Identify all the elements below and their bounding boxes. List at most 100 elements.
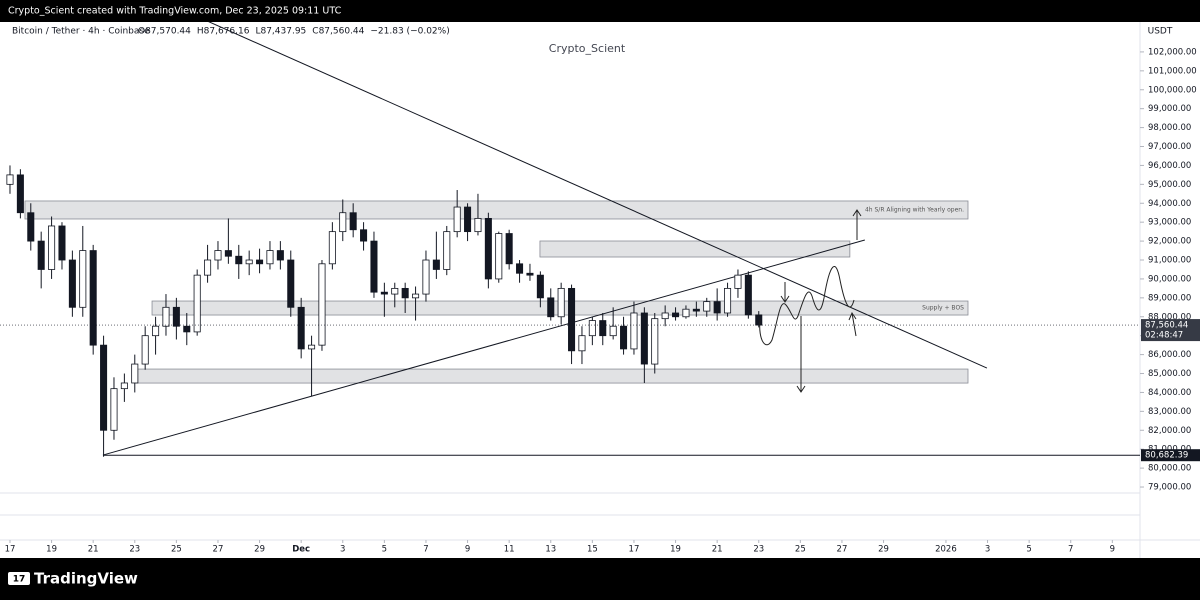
symbol: Bitcoin / Tether · 4h · Coinbase	[12, 27, 150, 37]
arrow-small	[780, 282, 790, 303]
x-tick-label: 3	[340, 545, 345, 555]
zone-label: 4h S/R Aligning with Yearly open.	[865, 206, 964, 213]
x-tick-label: 25	[171, 545, 182, 555]
candle-body	[692, 308, 700, 312]
candle-body	[79, 250, 87, 308]
countdown: 02:48:47	[1145, 331, 1183, 341]
y-tick-label: 99,000.00	[1148, 104, 1191, 114]
y-tick-label: 84,000.00	[1148, 388, 1191, 398]
candle-body	[453, 206, 461, 233]
level-tag	[1141, 449, 1200, 462]
x-tick-label: 9	[465, 545, 470, 555]
zone	[24, 200, 969, 220]
candle-body	[287, 259, 295, 308]
last-price-tag	[1141, 319, 1200, 342]
y-tick-label: 93,000.00	[1148, 218, 1191, 228]
candle-body	[588, 320, 596, 337]
candle-body	[557, 287, 565, 318]
candle-body	[360, 229, 368, 242]
candle-body	[755, 314, 763, 326]
y-tick-label: 98,000.00	[1148, 123, 1191, 133]
candle-body	[370, 240, 378, 293]
zone-label: Supply + BOS	[922, 305, 964, 312]
ohlc-value: H87,676.16	[197, 27, 250, 37]
candle-body	[328, 231, 336, 265]
x-tick-label: 15	[587, 545, 598, 555]
candle-body	[536, 274, 544, 299]
candle-body	[245, 259, 253, 265]
y-tick-label: 100,000.00	[1148, 85, 1197, 95]
footer-brand: TradingView	[34, 570, 138, 588]
arrow-small	[848, 311, 857, 337]
x-tick-label: 7	[1068, 545, 1073, 555]
candle-body	[432, 259, 440, 270]
candle-body	[89, 250, 97, 346]
x-tick-label: 7	[423, 545, 428, 555]
candle-body	[713, 301, 721, 314]
candle-body	[401, 287, 409, 299]
candle-body	[422, 259, 430, 295]
y-tick-label: 91,000.00	[1148, 256, 1191, 266]
y-tick-label: 101,000.00	[1148, 66, 1197, 76]
candle-body	[744, 274, 752, 316]
currency: USDT	[1148, 27, 1173, 37]
candle-body	[391, 287, 399, 295]
candle-body	[214, 250, 222, 261]
y-tick-label: 80,000.00	[1148, 464, 1191, 474]
candle-body	[172, 306, 180, 327]
candle-body	[162, 306, 170, 327]
candle-body	[651, 318, 659, 365]
candle-body	[495, 233, 503, 280]
candle-body	[609, 325, 617, 337]
y-tick-label: 82,000.00	[1148, 426, 1191, 436]
candle-body	[672, 312, 680, 318]
trendline	[102, 239, 865, 456]
candle-body	[620, 325, 628, 350]
candle-body	[682, 308, 690, 318]
last-price-label: 87,560.44	[1145, 321, 1188, 331]
candle-body	[505, 233, 513, 265]
candle-body	[703, 301, 711, 312]
footer	[0, 558, 1200, 600]
candle-body	[464, 206, 472, 233]
candle-body	[630, 312, 638, 350]
y-tick-label: 85,000.00	[1148, 369, 1191, 379]
footer-logo-box	[8, 572, 30, 585]
y-tick-label: 96,000.00	[1148, 161, 1191, 171]
candle-body	[110, 388, 118, 431]
top-bar	[0, 0, 1200, 22]
candle-body	[474, 217, 482, 233]
candle-body	[100, 344, 108, 431]
x-tick-label: 5	[1026, 545, 1031, 555]
candle-body	[724, 287, 732, 314]
x-tick-label: 3	[985, 545, 990, 555]
credit: Crypto_Scient created with TradingView.c…	[8, 6, 342, 17]
candle-body	[380, 291, 388, 295]
path-sketch	[759, 266, 855, 346]
candle-body	[412, 293, 420, 299]
x-tick-label: 17	[629, 545, 640, 555]
candle-body	[297, 306, 305, 350]
level-tag-label: 80,682.39	[1145, 451, 1188, 461]
x-tick-label: 27	[213, 545, 224, 555]
candle-body	[6, 174, 14, 185]
candle-body	[27, 212, 35, 242]
arrow-up	[852, 209, 862, 240]
y-tick-label: 89,000.00	[1148, 293, 1191, 303]
candle-body	[68, 259, 76, 308]
plot: 4h S/R Aligning with Yearly open. Supply …	[6, 22, 1140, 457]
candle-body	[318, 263, 326, 346]
y-tick-label: 88,000.00	[1148, 312, 1191, 322]
candle-body	[204, 259, 212, 276]
ohlc-value: −21.83 (−0.02%)	[370, 27, 449, 37]
y-tick-label: 79,000.00	[1148, 483, 1191, 493]
x-tick-label: 21	[712, 545, 723, 555]
candle-body	[349, 212, 357, 231]
candle-body	[568, 287, 576, 352]
candle-body	[141, 335, 149, 365]
x-tick-label: 19	[46, 545, 57, 555]
x-tick-label: 27	[837, 545, 848, 555]
x-tick-label: 21	[88, 545, 99, 555]
candle-body	[131, 363, 139, 384]
